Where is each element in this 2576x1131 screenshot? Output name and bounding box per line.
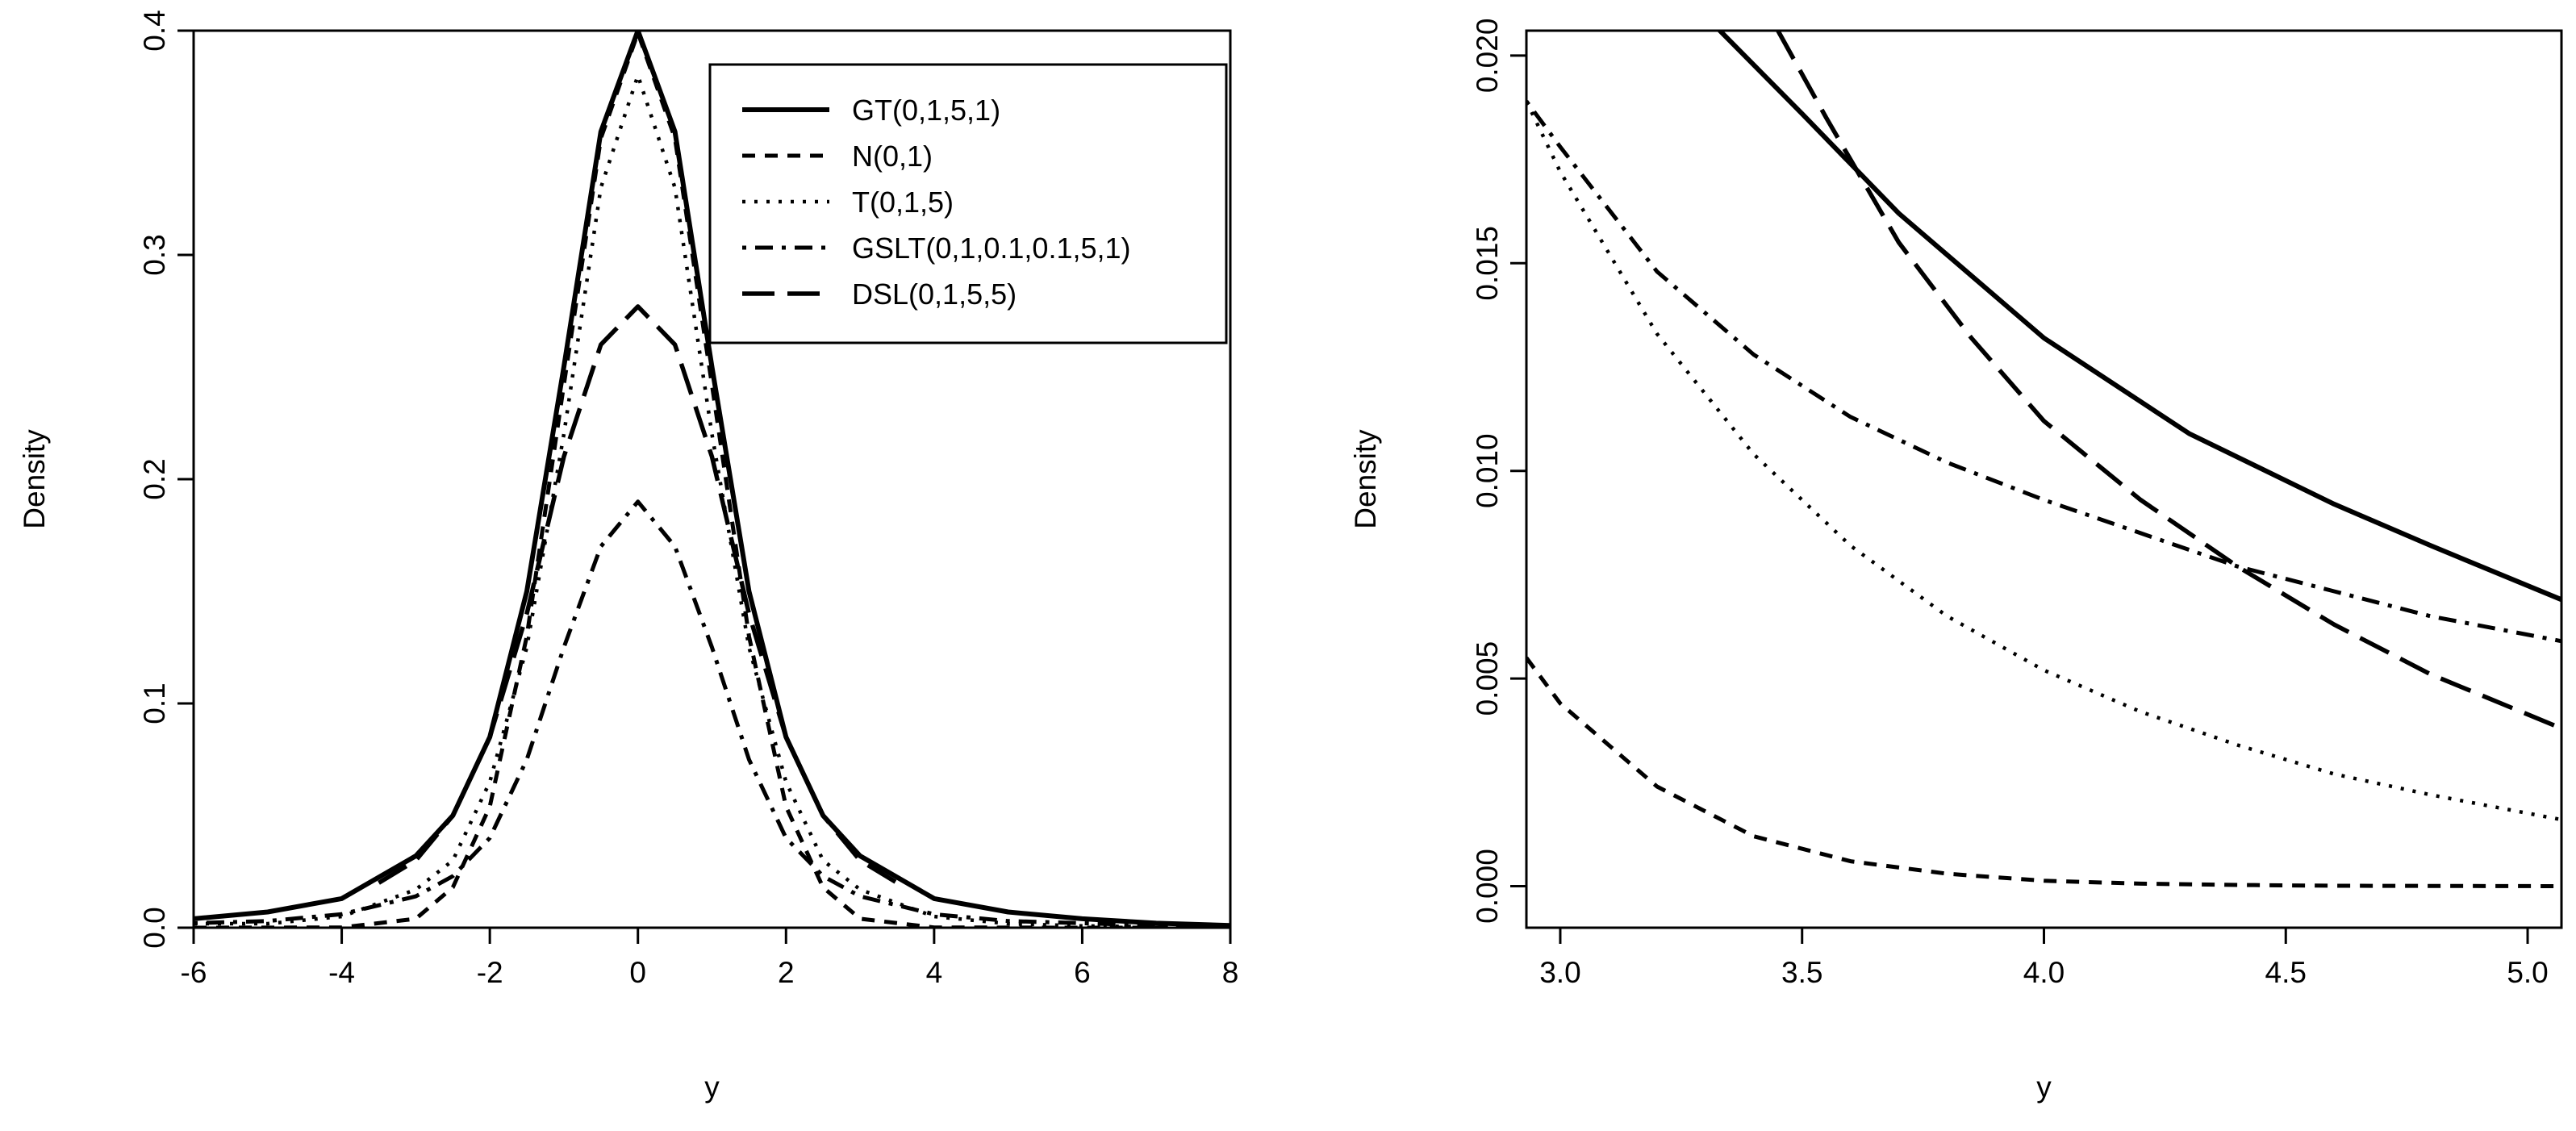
legend-label: GT(0,1,5,1) <box>852 94 1000 127</box>
x-axis: -6 -4 -2 0 2 4 6 8 <box>181 926 1239 989</box>
x-tick-label: 8 <box>1222 956 1239 989</box>
x-tick-label: 3.5 <box>1781 956 1822 989</box>
series-line-gslt-0-1-0-1-0-1-5-1 <box>194 499 1230 928</box>
legend: GT(0,1,5,1) N(0,1) T(0,1,5) GSLT(0,1,0.1,0.… <box>708 63 1228 344</box>
left-density-panel: -6 -4 -2 0 2 4 6 8 0.0 0.1 0.2 0.3 0.4 y Density GT(0,1… <box>18 10 1238 1104</box>
legend-label: T(0,1,5) <box>852 186 954 219</box>
x-tick-label: -4 <box>328 956 355 989</box>
series-group <box>194 31 1230 928</box>
series-line-n-0-1 <box>1526 656 2561 888</box>
y-tick-label: 0.2 <box>138 458 171 499</box>
legend-label: GSLT(0,1,0.1,0.1,5,1) <box>852 232 1131 265</box>
legend-item-gslt-0-1-0-1-0-1-5-1: GSLT(0,1,0.1,0.1,5,1) <box>742 232 1131 265</box>
x-tick-label: -6 <box>181 956 207 989</box>
series-line-dsl-0-1-5-5 <box>378 304 899 885</box>
legend-item-dsl-0-1-5-5: DSL(0,1,5,5) <box>742 278 1017 311</box>
series-line-gt-0-1-5-1 <box>1717 31 2561 603</box>
y-tick-label: 0.3 <box>138 234 171 275</box>
x-tick-label: -2 <box>477 956 503 989</box>
series-line-gslt-0-1-0-1-0-1-5-1 <box>1526 100 2561 644</box>
y-axis: 0.000 0.005 0.010 0.015 0.020 <box>1471 19 1528 924</box>
x-tick-label: 4.0 <box>2023 956 2065 989</box>
y-tick-label: 0.005 <box>1471 641 1504 716</box>
y-tick-label: 0.015 <box>1471 226 1504 301</box>
series-line-n-0-1 <box>194 31 1230 928</box>
x-tick-label: 6 <box>1074 956 1091 989</box>
legend-item-t-0-1-5: T(0,1,5) <box>742 186 954 219</box>
y-tick-label: 0.010 <box>1471 433 1504 508</box>
y-tick-label: 0.020 <box>1471 19 1504 94</box>
x-axis: 3.0 3.5 4.0 4.5 5.0 <box>1539 926 2549 989</box>
legend-item-n-0-1: N(0,1) <box>742 140 933 173</box>
series-line-dsl-0-1-5-5 <box>1776 31 2561 731</box>
x-axis-title: y <box>704 1070 720 1104</box>
x-tick-label: 4.5 <box>2265 956 2307 989</box>
x-tick-label: 4 <box>926 956 943 989</box>
legend-label: DSL(0,1,5,5) <box>852 278 1017 311</box>
series-group <box>1526 31 2561 888</box>
y-axis: 0.0 0.1 0.2 0.3 0.4 <box>138 10 195 949</box>
legend-item-gt-0-1-5-1: GT(0,1,5,1) <box>742 94 1000 127</box>
plot-frame <box>1525 29 2563 929</box>
y-tick-label: 0.1 <box>138 682 171 724</box>
y-axis-title: Density <box>1349 429 1382 529</box>
x-tick-label: 2 <box>778 956 795 989</box>
series-line-t-0-1-5 <box>1526 100 2561 822</box>
y-tick-label: 0.0 <box>138 907 171 948</box>
y-tick-label: 0.4 <box>138 10 171 51</box>
y-axis-title: Density <box>18 429 51 529</box>
right-tail-panel: 3.0 3.5 4.0 4.5 5.0 0.000 0.005 0.010 0.015 0.020… <box>1349 19 2563 1104</box>
y-tick-label: 0.000 <box>1471 849 1504 924</box>
legend-label: N(0,1) <box>852 140 933 173</box>
x-axis-title: y <box>2036 1070 2052 1104</box>
series-line-t-0-1-5 <box>194 73 1230 928</box>
x-tick-label: 5.0 <box>2507 956 2548 989</box>
x-tick-label: 3.0 <box>1539 956 1580 989</box>
x-tick-label: 0 <box>629 956 646 989</box>
